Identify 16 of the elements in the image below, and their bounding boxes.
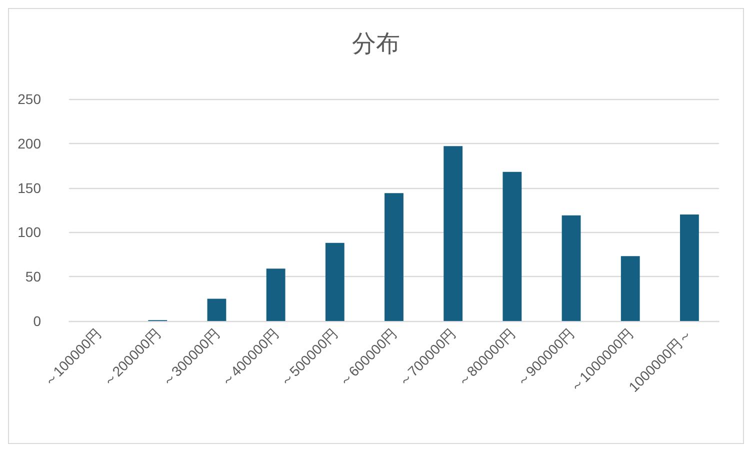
bar [384,193,404,321]
bar [562,215,581,321]
y-tick-label: 150 [18,180,42,196]
y-tick-label: 50 [25,268,42,285]
y-tick-label: 0 [33,313,42,329]
bar [502,172,522,321]
y-tick-label: 250 [18,91,42,107]
bar [680,214,699,321]
y-tick-label: 200 [18,135,42,152]
bar [444,146,463,321]
bar [266,268,286,321]
bar [620,256,640,321]
bar [207,298,226,321]
y-tick-label: 100 [18,224,42,240]
bar [325,242,344,321]
chart-title: 分布 [352,30,400,58]
